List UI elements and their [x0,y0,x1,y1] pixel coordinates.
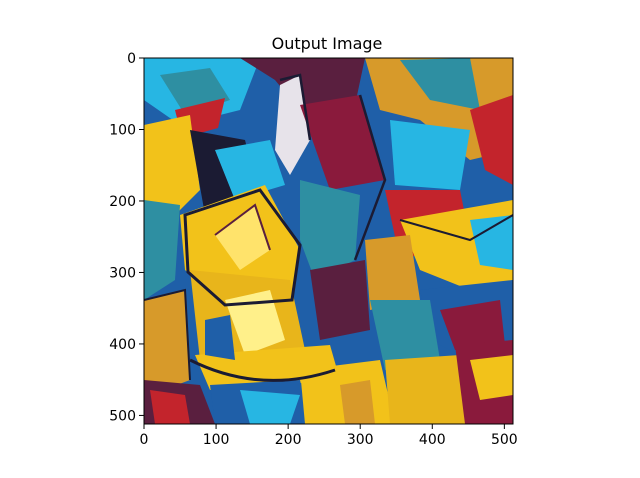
image-region [365,235,420,310]
image-stroke [144,288,191,381]
image-region [390,120,470,190]
y-axis: 0 100 200 300 400 500 [109,51,144,424]
y-tick-label: 300 [109,265,136,281]
y-tick-label: 400 [109,337,136,353]
output-image [144,58,513,424]
x-tick-label: 400 [419,432,446,448]
x-tick-label: 100 [203,432,230,448]
image-region [240,390,300,424]
x-tick-label: 200 [275,432,302,448]
image-stroke [353,94,387,261]
image-region [205,315,235,360]
x-axis: 0 100 200 300 400 500 [140,424,518,448]
image-region [470,95,513,185]
image-region [300,95,385,190]
image-region [385,355,470,424]
image-stroke [279,73,312,141]
image-region [470,355,513,400]
image-region [400,58,480,110]
image-region [365,58,513,160]
image-region [225,290,285,355]
image-region [150,390,190,424]
y-tick-label: 200 [109,194,136,210]
image-region [340,380,375,424]
x-tick-label: 300 [347,432,374,448]
image-region [144,115,200,230]
image-stroke [214,203,271,251]
image-region [440,300,505,350]
image-stroke [189,358,336,382]
image-region [215,205,270,270]
image-region [470,215,513,270]
image-stroke [399,214,513,242]
image-region [275,75,310,175]
y-tick-label: 0 [127,51,136,67]
x-tick-label: 500 [491,432,518,448]
image-region [370,300,440,370]
image-region [310,260,370,340]
y-tick-label: 100 [109,122,136,138]
image-region [300,180,360,280]
image-region [144,200,180,300]
image-stroke [183,188,302,307]
y-tick-label: 500 [109,408,136,424]
image-region [144,290,190,395]
axes-frame [143,57,514,425]
chart-title: Output Image [272,34,383,53]
x-tick-label: 0 [140,432,149,448]
image-region [215,140,285,200]
